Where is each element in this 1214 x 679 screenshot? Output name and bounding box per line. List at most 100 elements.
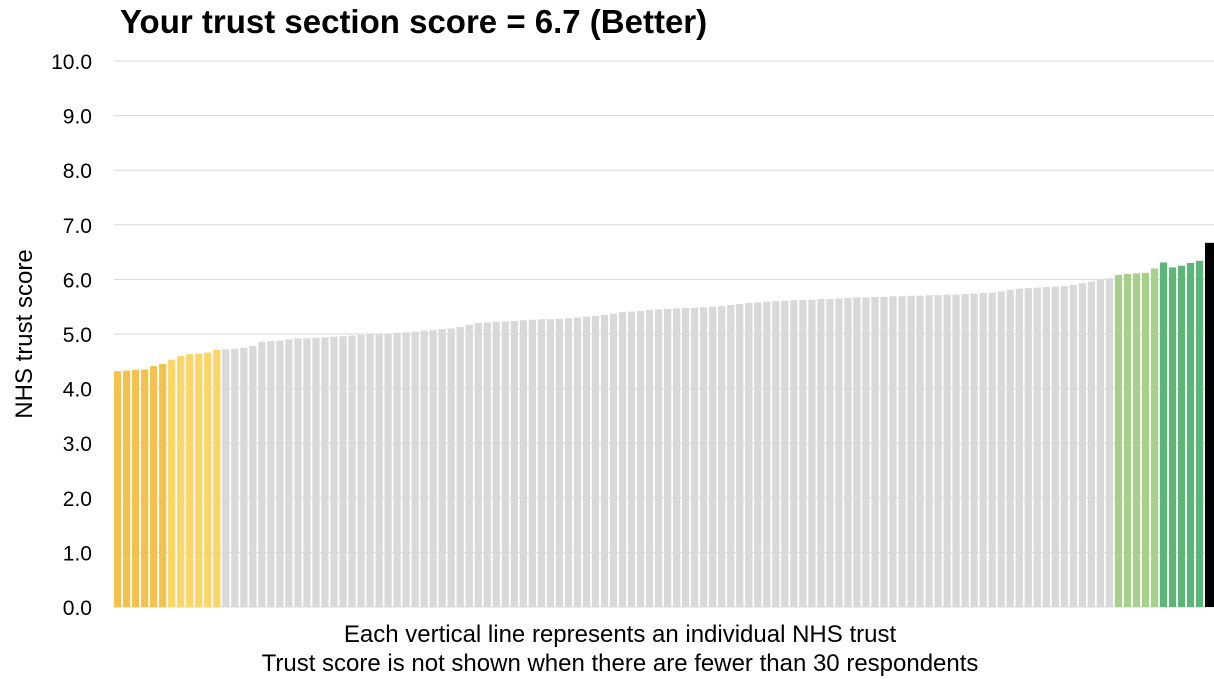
trust-bar <box>456 326 464 607</box>
trust-bar <box>1159 262 1168 607</box>
y-tick-label: 4.0 <box>63 379 92 402</box>
trust-bar <box>222 349 230 607</box>
trust-bar <box>799 300 807 607</box>
trust-bar <box>925 295 933 607</box>
y-tick-labels: 0.0 1.0 2.0 3.0 4.0 5.0 6.0 7.0 8.0 9.0 10.0 <box>51 51 92 620</box>
trust-bar <box>312 337 320 607</box>
trust-bar <box>736 303 744 607</box>
trust-bar <box>375 334 383 607</box>
y-tick-label: 1.0 <box>63 542 92 565</box>
trust-bar <box>150 366 158 607</box>
trust-bar <box>348 335 356 607</box>
trust-bar <box>1132 273 1141 607</box>
trust-bar <box>177 355 185 607</box>
trust-bar <box>988 292 996 607</box>
trust-bar <box>835 298 843 607</box>
trust-bar <box>664 308 672 607</box>
trust-bar <box>600 314 609 607</box>
trust-bar <box>1078 283 1086 607</box>
trust-bar <box>889 296 897 607</box>
trust-bar <box>276 340 284 607</box>
trust-bar <box>159 364 167 607</box>
trust-bar <box>195 353 203 607</box>
trust-bar <box>943 294 951 607</box>
trust-bar <box>727 305 735 607</box>
trust-bar <box>1087 281 1095 607</box>
trust-bar <box>880 296 888 607</box>
trust-bar <box>700 307 708 607</box>
trust-bar <box>204 352 212 607</box>
trust-bar <box>285 339 293 607</box>
trust-bar <box>492 321 500 607</box>
trust-bar <box>1186 263 1195 607</box>
your-trust-bar <box>1204 242 1214 607</box>
trust-bar <box>1006 289 1014 607</box>
trust-bar <box>537 319 545 607</box>
trust-bar <box>267 341 275 607</box>
trust-bar <box>754 302 762 607</box>
x-axis-label-line-1: Each vertical line represents an individ… <box>343 621 897 648</box>
trust-bar <box>1096 279 1104 607</box>
trust-bar <box>709 306 717 607</box>
trust-bar <box>1150 268 1159 607</box>
trust-bar <box>618 312 627 607</box>
trust-bar <box>790 300 798 607</box>
trust-bar <box>411 331 419 607</box>
trust-bar <box>339 336 347 607</box>
trust-bar <box>384 333 392 607</box>
trust-bar <box>141 369 149 607</box>
y-axis-label: NHS trust score <box>11 249 38 418</box>
trust-bar <box>916 295 924 607</box>
bar-chart: 0.0 1.0 2.0 3.0 4.0 5.0 6.0 7.0 8.0 9.0 10.0 NHS t… <box>11 51 1214 620</box>
trust-bar <box>303 338 311 607</box>
trust-bar <box>1168 267 1177 607</box>
trust-bar <box>438 329 446 607</box>
trust-bar <box>898 296 906 607</box>
chart-title: Your trust section score = 6.7 (Better) <box>120 3 708 40</box>
trust-bar <box>934 295 942 607</box>
trust-bar <box>366 334 374 607</box>
trust-bar <box>114 371 122 607</box>
trust-bar <box>1177 265 1186 607</box>
trust-bar <box>1060 285 1068 607</box>
y-tick-label: 7.0 <box>63 215 92 238</box>
y-tick-label: 9.0 <box>63 106 92 129</box>
trust-bar <box>123 370 131 607</box>
trust-bar <box>420 330 428 607</box>
trust-bar <box>826 299 834 607</box>
trust-bar <box>745 302 753 607</box>
trust-bar <box>519 320 527 607</box>
y-tick-label: 8.0 <box>63 160 92 183</box>
trust-bar <box>907 295 915 607</box>
trust-bar <box>231 348 239 607</box>
y-tick-label: 3.0 <box>63 433 92 456</box>
trust-bar <box>321 337 329 607</box>
trust-bar <box>654 309 663 607</box>
trust-bar <box>501 321 509 607</box>
trust-bar <box>1195 260 1204 607</box>
trust-bar <box>474 323 482 607</box>
trust-bar <box>330 336 338 607</box>
trust-bar <box>691 307 699 607</box>
trust-bar <box>627 311 636 607</box>
trust-bar <box>997 291 1005 607</box>
trust-bar <box>682 307 690 607</box>
trust-bar <box>952 294 960 607</box>
y-tick-label: 6.0 <box>63 269 92 292</box>
bars <box>114 242 1214 607</box>
trust-bar <box>862 297 870 607</box>
trust-bar <box>213 349 221 607</box>
trust-bar <box>573 317 582 607</box>
trust-bar <box>591 315 600 607</box>
trust-bar <box>528 319 536 607</box>
trust-bar <box>1024 288 1032 607</box>
y-tick-label: 2.0 <box>63 488 92 511</box>
trust-bar <box>1141 272 1150 607</box>
trust-bar <box>582 316 591 607</box>
trust-bar <box>673 308 681 607</box>
trust-bar <box>429 330 437 607</box>
trust-bar <box>564 318 573 607</box>
trust-bar <box>645 309 654 607</box>
trust-bar <box>393 332 401 607</box>
trust-bar <box>781 300 789 607</box>
